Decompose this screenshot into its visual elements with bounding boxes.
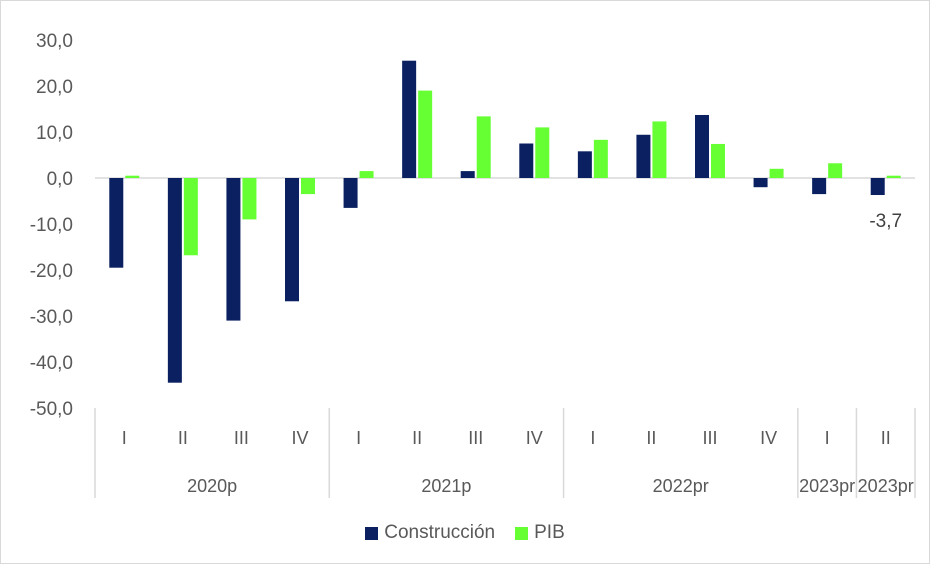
bar-pib: [828, 163, 843, 178]
x-category-label: IV: [291, 428, 308, 448]
bar-construccion: [285, 178, 299, 302]
bar-construccion: [695, 114, 709, 178]
x-category-label: III: [234, 428, 249, 448]
legend-label: PIB: [534, 522, 565, 543]
data-labels: -3,7: [869, 211, 902, 232]
bar-construccion: [753, 178, 768, 188]
y-tick-label: -40,0: [30, 353, 73, 374]
bar-construccion: [812, 178, 827, 195]
x-group-label: 2020p: [187, 476, 237, 496]
x-category-label: II: [412, 428, 422, 448]
bar-construccion: [226, 178, 241, 321]
bar-pib: [242, 178, 257, 220]
legend-swatch: [515, 526, 529, 540]
y-tick-label: 20,0: [36, 77, 73, 98]
bar-pib: [711, 143, 725, 178]
y-tick-label: -30,0: [30, 307, 73, 328]
bars: [109, 60, 901, 383]
bar-pib: [886, 175, 901, 178]
x-group-label: 2022pr: [653, 476, 709, 496]
x-group-label: 2023pr: [858, 476, 914, 496]
legend-label: Construcción: [384, 522, 496, 543]
y-tick-label: 10,0: [36, 123, 73, 144]
x-category-label: II: [881, 428, 891, 448]
y-tick-label: -20,0: [30, 261, 73, 282]
x-group-label: 2021p: [421, 476, 471, 496]
x-category-label: II: [178, 428, 188, 448]
y-tick-label: -10,0: [30, 215, 73, 236]
y-tick-label: 30,0: [36, 31, 73, 52]
bar-construccion: [460, 171, 475, 178]
x-category-label: I: [825, 428, 830, 448]
bar-pib: [535, 127, 550, 178]
x-category-label: III: [702, 428, 717, 448]
y-tick-label: 0,0: [47, 169, 73, 190]
bar-pib: [593, 139, 608, 178]
bar-pib: [359, 171, 374, 178]
bar-construccion: [167, 178, 182, 383]
x-category-label: III: [468, 428, 483, 448]
bar-construccion: [402, 60, 417, 179]
bar-pib: [301, 178, 315, 195]
bar-pib: [183, 178, 198, 256]
legend-item: Construcción: [365, 522, 495, 544]
x-category-label: I: [356, 428, 361, 448]
legend: Construcción PIB: [0, 522, 930, 546]
bar-pib: [476, 116, 491, 178]
x-category-label: II: [646, 428, 656, 448]
bar-pib: [125, 175, 140, 178]
bar-pib: [652, 121, 667, 178]
legend-swatch: [365, 526, 379, 540]
x-group-label: 2023pr: [799, 476, 855, 496]
bar-construccion: [343, 178, 358, 208]
bar-construccion: [109, 178, 124, 268]
bar-pib: [418, 90, 433, 178]
data-label: -3,7: [869, 211, 902, 232]
y-axis: 30,0 20,0 10,0 0,0 -10,0 -20,0 -30,0 -40,0 -50,0: [30, 31, 915, 420]
bar-pib: [769, 168, 784, 178]
bar-construccion: [636, 134, 651, 178]
bar-construccion: [519, 143, 534, 178]
y-tick-label: -50,0: [30, 399, 73, 420]
x-category-label: IV: [760, 428, 777, 448]
x-category-label: I: [590, 428, 595, 448]
legend-item: PIB: [515, 522, 565, 544]
bar-construccion: [577, 151, 592, 178]
bar-construccion: [870, 178, 885, 196]
x-category-label: I: [122, 428, 127, 448]
x-category-label: IV: [526, 428, 543, 448]
